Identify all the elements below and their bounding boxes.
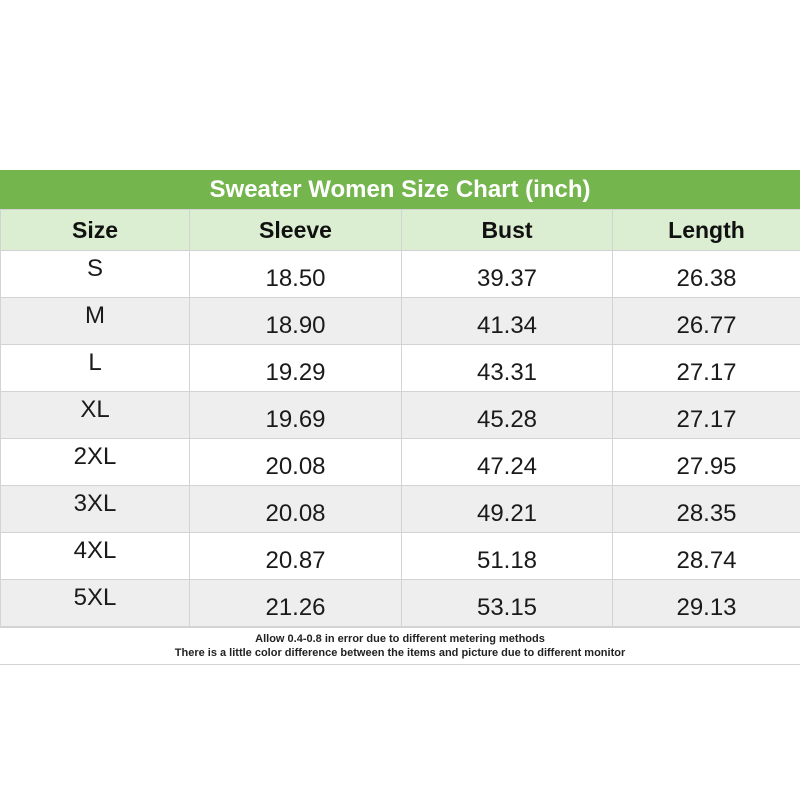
bust-cell: 41.34	[401, 297, 613, 345]
size-chart: Sweater Women Size Chart (inch) Size Sle…	[0, 170, 800, 665]
size-cell: S	[0, 250, 190, 298]
sleeve-cell: 18.90	[189, 297, 402, 345]
length-cell: 26.77	[612, 297, 800, 345]
table-row: S 18.50 39.37 26.38	[0, 250, 800, 298]
size-cell: L	[0, 344, 190, 392]
table-row: 4XL 20.87 51.18 28.74	[0, 532, 800, 580]
length-cell: 27.17	[612, 344, 800, 392]
table-row: 5XL 21.26 53.15 29.13	[0, 579, 800, 627]
header-sleeve: Sleeve	[189, 209, 402, 251]
length-cell: 29.13	[612, 579, 800, 627]
size-cell: 5XL	[0, 579, 190, 627]
bust-cell: 51.18	[401, 532, 613, 580]
bust-cell: 53.15	[401, 579, 613, 627]
sleeve-cell: 18.50	[189, 250, 402, 298]
size-cell: 4XL	[0, 532, 190, 580]
bust-cell: 43.31	[401, 344, 613, 392]
note-line: Allow 0.4-0.8 in error due to different …	[255, 633, 545, 645]
table-row: L 19.29 43.31 27.17	[0, 344, 800, 392]
chart-notes: Allow 0.4-0.8 in error due to different …	[0, 627, 800, 665]
bust-cell: 39.37	[401, 250, 613, 298]
sleeve-cell: 20.08	[189, 438, 402, 486]
length-cell: 26.38	[612, 250, 800, 298]
table-row: 3XL 20.08 49.21 28.35	[0, 485, 800, 533]
size-cell: 3XL	[0, 485, 190, 533]
bust-cell: 45.28	[401, 391, 613, 439]
size-cell: XL	[0, 391, 190, 439]
size-cell: 2XL	[0, 438, 190, 486]
sleeve-cell: 19.69	[189, 391, 402, 439]
header-bust: Bust	[401, 209, 613, 251]
header-size: Size	[0, 209, 190, 251]
bust-cell: 47.24	[401, 438, 613, 486]
length-cell: 28.74	[612, 532, 800, 580]
table-row: M 18.90 41.34 26.77	[0, 297, 800, 345]
length-cell: 28.35	[612, 485, 800, 533]
chart-title: Sweater Women Size Chart (inch)	[0, 170, 800, 209]
note-line: There is a little color difference betwe…	[174, 647, 626, 659]
bust-cell: 49.21	[401, 485, 613, 533]
size-table: Size Sleeve Bust Length S 18.50 39.37 26…	[0, 209, 800, 627]
size-cell: M	[0, 297, 190, 345]
sleeve-cell: 21.26	[189, 579, 402, 627]
sleeve-cell: 20.87	[189, 532, 402, 580]
header-length: Length	[612, 209, 800, 251]
length-cell: 27.17	[612, 391, 800, 439]
length-cell: 27.95	[612, 438, 800, 486]
sleeve-cell: 20.08	[189, 485, 402, 533]
table-row: 2XL 20.08 47.24 27.95	[0, 438, 800, 486]
header-row: Size Sleeve Bust Length	[0, 209, 800, 251]
sleeve-cell: 19.29	[189, 344, 402, 392]
table-row: XL 19.69 45.28 27.17	[0, 391, 800, 439]
